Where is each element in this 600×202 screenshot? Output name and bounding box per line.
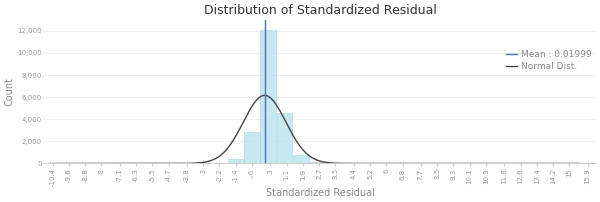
Title: Distribution of Standardized Residual: Distribution of Standardized Residual xyxy=(204,4,437,17)
Bar xyxy=(277,113,292,163)
Bar xyxy=(244,133,260,163)
Bar xyxy=(309,162,325,163)
X-axis label: Standardized Residual: Standardized Residual xyxy=(266,188,374,198)
Y-axis label: Count: Count xyxy=(4,77,14,106)
Legend: Mean : 0.01999, Normal Dist.: Mean : 0.01999, Normal Dist. xyxy=(506,50,592,71)
Bar xyxy=(293,155,309,163)
Bar xyxy=(228,159,244,163)
Bar xyxy=(260,30,276,163)
